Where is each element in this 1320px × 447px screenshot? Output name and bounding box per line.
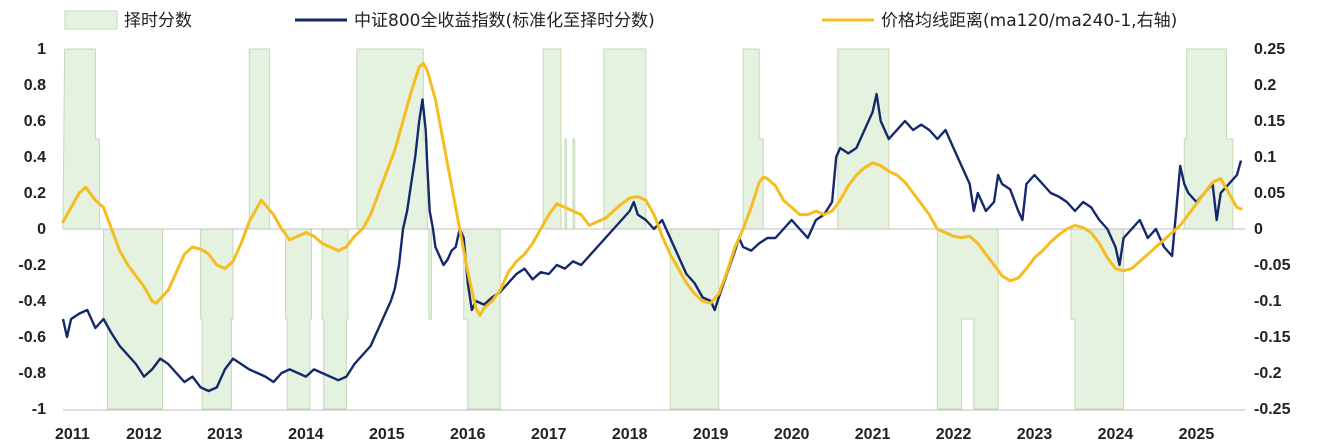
- x-tick-label: 2020: [774, 426, 810, 443]
- x-tick-label: 2015: [369, 426, 405, 443]
- line-layer: [61, 61, 1243, 393]
- tick-label-layer: 1 0.8 0.6 0.4 0.2 0 -0.2 -0.4 -0.6 -0.8 -1 0.25 0.2 0…: [18, 41, 1290, 443]
- x-tick-label: 2025: [1179, 426, 1215, 443]
- legend-label-index: 中证800全收益指数(标准化至择时分数): [354, 11, 655, 31]
- y-right-tick-label: 0.15: [1254, 113, 1285, 130]
- x-tick-label: 2021: [855, 426, 891, 443]
- legend-label-timing: 择时分数: [124, 11, 192, 31]
- y-left-tick-label: -0.8: [18, 365, 46, 382]
- legend-item-index: 中证800全收益指数(标准化至择时分数): [295, 11, 655, 31]
- y-left-tick-label: -0.4: [18, 293, 46, 310]
- y-left-tick-label: 0.6: [24, 113, 46, 130]
- y-left-tick-label: -1: [32, 401, 46, 418]
- x-tick-label: 2016: [450, 426, 486, 443]
- y-left-tick-label: -0.2: [18, 257, 46, 274]
- legend-label-ma: 价格均线距离(ma120/ma240-1,右轴): [881, 11, 1177, 31]
- x-tick-label: 2019: [693, 426, 729, 443]
- series-timing-area: [62, 48, 1239, 410]
- x-tick-label: 2012: [126, 426, 162, 443]
- y-right-tick-label: -0.1: [1254, 293, 1282, 310]
- y-right-tick-label: -0.2: [1254, 365, 1282, 382]
- y-left-tick-label: 0.8: [24, 77, 46, 94]
- y-left-tick-label: 1: [37, 41, 46, 58]
- y-left-tick-label: 0.4: [24, 149, 46, 166]
- y-left-tick-label: 0.2: [24, 185, 46, 202]
- y-right-tick-label: -0.15: [1254, 329, 1291, 346]
- x-tick-label: 2011: [55, 426, 90, 443]
- x-tick-label: 2024: [1098, 426, 1134, 443]
- y-left-tick-label: 0: [37, 221, 46, 238]
- y-left-tick-label: -0.6: [18, 329, 46, 346]
- timing-area-layer: [62, 48, 1239, 410]
- axis-layer: [63, 228, 1245, 411]
- x-tick-label: 2017: [531, 426, 567, 443]
- legend: 择时分数 中证800全收益指数(标准化至择时分数) 价格均线距离(ma120/m…: [64, 10, 1177, 31]
- x-tick-label: 2013: [207, 426, 243, 443]
- legend-item-ma: 价格均线距离(ma120/ma240-1,右轴): [822, 11, 1177, 31]
- y-right-tick-label: 0.2: [1254, 77, 1276, 94]
- y-right-tick-label: 0.05: [1254, 185, 1285, 202]
- legend-swatch-timing: [64, 10, 118, 30]
- x-tick-label: 2018: [612, 426, 648, 443]
- y-right-tick-label: 0.25: [1254, 41, 1285, 58]
- x-tick-label: 2022: [936, 426, 972, 443]
- x-tick-label: 2014: [288, 426, 324, 443]
- y-right-tick-label: 0: [1254, 221, 1263, 238]
- x-tick-label: 2023: [1017, 426, 1053, 443]
- y-right-tick-label: 0.1: [1254, 149, 1276, 166]
- series-index-line: [61, 92, 1243, 393]
- y-right-tick-label: -0.05: [1254, 257, 1291, 274]
- y-right-tick-label: -0.25: [1254, 401, 1291, 418]
- legend-item-timing: 择时分数: [64, 10, 192, 31]
- series-ma-line: [61, 61, 1243, 317]
